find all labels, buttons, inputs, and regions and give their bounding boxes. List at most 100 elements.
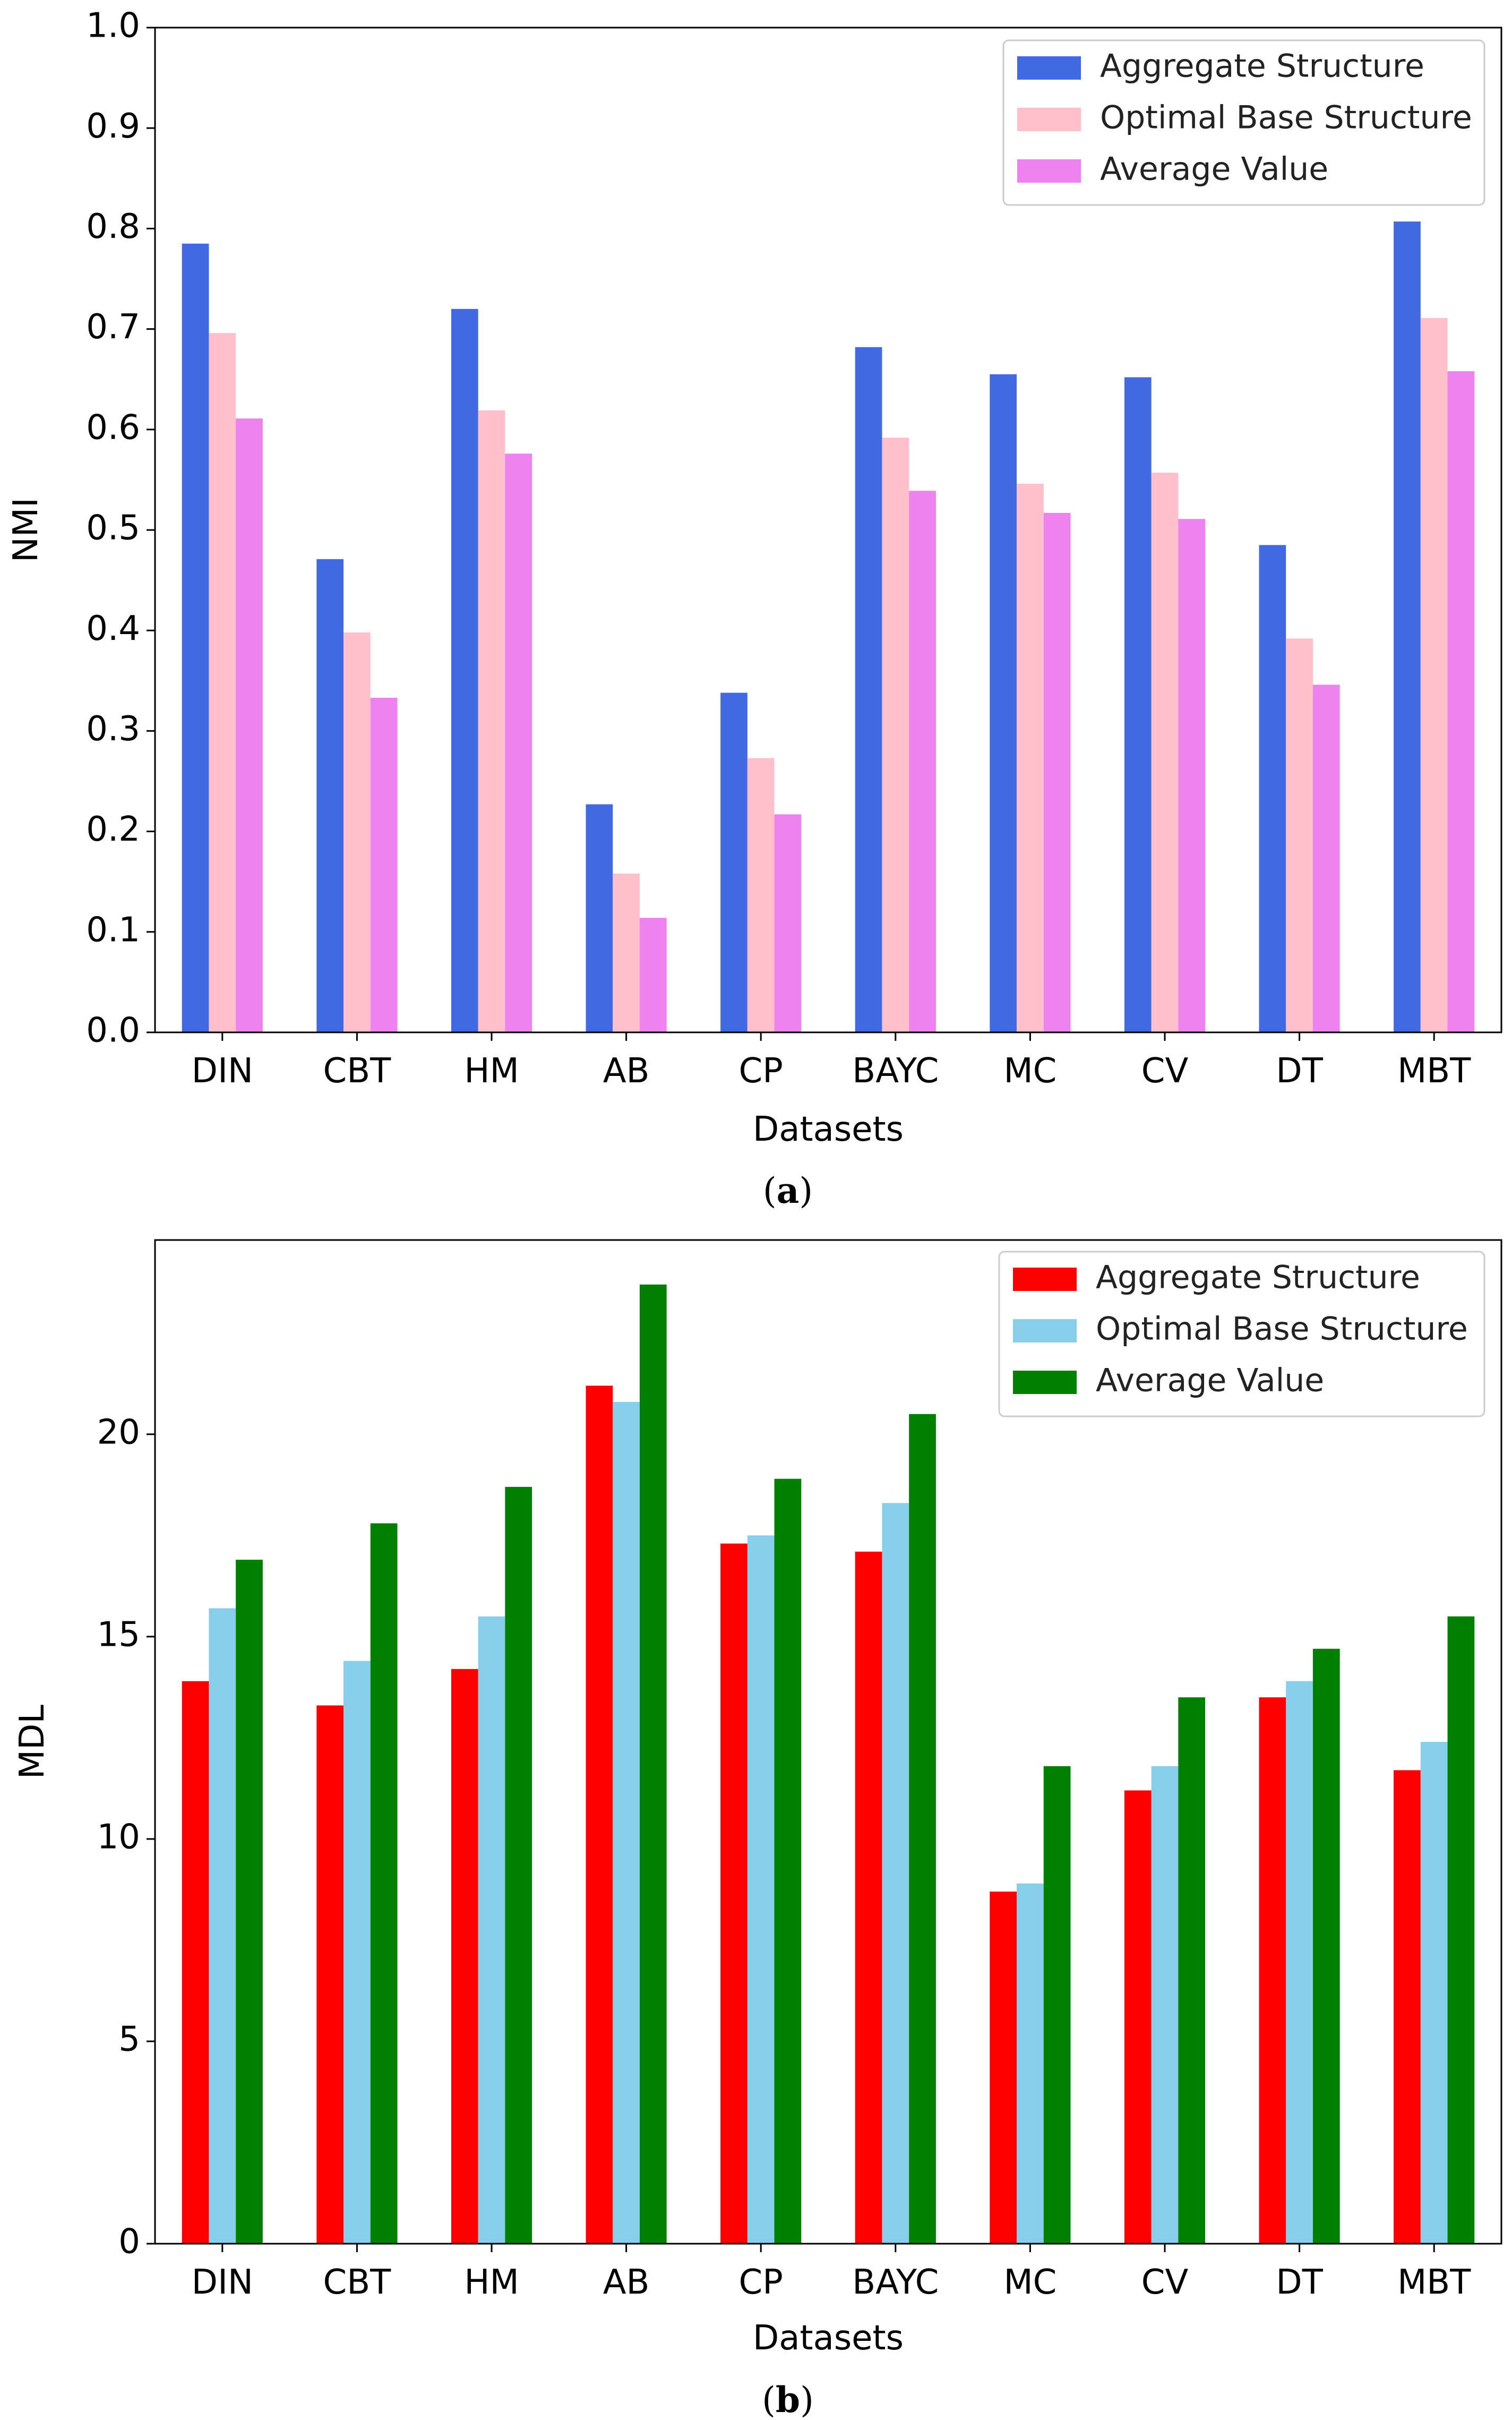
bar-b-dt-s3: [1312, 1648, 1340, 2244]
x-tick-label-a-cp: CP: [739, 1051, 783, 1091]
bar-a-hm-s3: [505, 454, 532, 1033]
x-tick-label-a-bayc: BAYC: [852, 1051, 939, 1091]
y-tick-label-a: 0.5: [86, 509, 140, 548]
bar-a-bayc-s1: [855, 347, 882, 1033]
caption-open-paren: (: [763, 1170, 777, 1211]
x-axis-label-a: Datasets: [753, 1110, 904, 1149]
bar-a-dt-s2: [1286, 638, 1313, 1032]
x-tick-label-a-ab: AB: [603, 1051, 650, 1091]
bar-b-cv-s3: [1178, 1697, 1206, 2244]
x-tick-label-b-hm: HM: [464, 2263, 519, 2302]
legend-swatch-a-s1: [1017, 56, 1081, 80]
x-tick-label-a-mbt: MBT: [1397, 1051, 1471, 1091]
bar-a-mbt-s3: [1447, 371, 1475, 1032]
bar-b-hm-s3: [505, 1486, 532, 2244]
bar-a-cp-s2: [747, 758, 775, 1032]
bar-a-mc-s2: [1017, 483, 1044, 1032]
bar-a-cv-s2: [1151, 473, 1179, 1033]
legend-swatch-a-s2: [1017, 108, 1081, 131]
y-tick-label-a: 0.6: [86, 408, 140, 447]
bar-b-cp-s2: [747, 1535, 775, 2244]
y-tick-label-b: 0: [118, 2222, 140, 2262]
y-tick-label-a: 0.0: [86, 1011, 140, 1050]
x-tick-label-b-bayc: BAYC: [852, 2263, 939, 2302]
y-tick-label-b: 20: [97, 1413, 140, 1452]
bar-a-cp-s1: [720, 692, 748, 1032]
bar-b-cbt-s1: [316, 1705, 344, 2244]
legend-box-b: [998, 1251, 1485, 1417]
x-tick-label-a-dt: DT: [1276, 1051, 1323, 1091]
plot-frame-b: [154, 1239, 1502, 2245]
x-tick-label-a-cv: CV: [1141, 1051, 1189, 1091]
y-tick-label-b: 15: [97, 1615, 140, 1654]
y-tick-label-a: 0.4: [86, 609, 140, 648]
legend-label-a-s1: Aggregate Structure: [1100, 48, 1424, 85]
x-tick-label-a-din: DIN: [192, 1051, 253, 1091]
bar-b-bayc-s3: [909, 1414, 936, 2244]
y-tick-label-a: 0.2: [86, 810, 140, 849]
bar-b-din-s1: [182, 1681, 209, 2244]
y-tick-label-a: 0.1: [86, 910, 140, 950]
bar-a-bayc-s3: [909, 491, 936, 1032]
y-axis-label-b: MDL: [13, 1705, 52, 1780]
bar-a-cbt-s2: [343, 632, 371, 1032]
y-tick-label-a: 1.0: [86, 6, 140, 46]
caption-a: (a): [763, 1170, 813, 1211]
bar-a-hm-s2: [478, 410, 505, 1032]
legend-swatch-a-s3: [1017, 159, 1081, 183]
x-tick-label-b-mc: MC: [1003, 2263, 1056, 2302]
legend-label-b-s2: Optimal Base Structure: [1096, 1311, 1468, 1348]
x-tick-label-b-dt: DT: [1276, 2263, 1323, 2302]
bar-b-din-s2: [209, 1608, 236, 2244]
x-tick-label-b-ab: AB: [603, 2263, 650, 2302]
x-tick-label-b-cbt: CBT: [323, 2263, 392, 2302]
x-tick-label-b-din: DIN: [192, 2263, 253, 2302]
x-axis-label-b: Datasets: [753, 2319, 904, 2358]
y-tick-label-a: 0.9: [86, 107, 140, 146]
legend-box-a: [1002, 39, 1485, 206]
x-tick-label-a-hm: HM: [464, 1051, 519, 1091]
bar-b-ab-s2: [613, 1401, 640, 2244]
bar-a-dt-s3: [1312, 685, 1340, 1032]
bar-a-mc-s1: [990, 374, 1017, 1032]
caption-letter: a: [777, 1170, 800, 1211]
legend-a: Aggregate Structure Optimal Base Structur…: [1002, 39, 1485, 206]
bar-a-dt-s1: [1259, 545, 1286, 1032]
bar-a-bayc-s2: [882, 437, 909, 1033]
bar-a-cv-s3: [1178, 519, 1206, 1032]
bar-b-mbt-s3: [1447, 1616, 1475, 2244]
bar-a-cbt-s3: [370, 697, 398, 1032]
bar-a-mc-s3: [1043, 512, 1071, 1032]
bar-a-din-s3: [236, 418, 263, 1032]
bar-b-mc-s2: [1017, 1883, 1044, 2244]
bar-b-mbt-s1: [1394, 1770, 1421, 2244]
bar-b-mc-s3: [1043, 1766, 1071, 2244]
bar-a-din-s2: [209, 333, 236, 1033]
chart-b-mdl: 0 5 10 15 20 DIN CBT HM AB CP BAYC MC CV DT MBT Dataset…: [13, 1239, 1502, 2420]
legend-swatch-b-s3: [1013, 1371, 1077, 1394]
bar-a-mbt-s1: [1394, 221, 1421, 1032]
x-tick-label-a-mc: MC: [1003, 1051, 1056, 1091]
bar-b-hm-s2: [478, 1616, 505, 2244]
legend-label-b-s3: Average Value: [1096, 1362, 1324, 1399]
caption-close-paren: ): [800, 2380, 814, 2420]
bar-b-din-s3: [236, 1560, 263, 2244]
caption-open-paren: (: [762, 2380, 776, 2420]
bar-b-dt-s1: [1259, 1697, 1286, 2244]
bar-b-cp-s3: [774, 1478, 802, 2244]
bar-b-cbt-s3: [370, 1523, 398, 2244]
legend-b: Aggregate Structure Optimal Base Structur…: [998, 1251, 1485, 1417]
legend-label-a-s2: Optimal Base Structure: [1100, 99, 1472, 136]
bar-a-hm-s1: [451, 309, 478, 1032]
x-tick-label-b-cp: CP: [739, 2263, 783, 2302]
bar-a-ab-s1: [586, 804, 613, 1032]
y-tick-label-b: 5: [118, 2020, 140, 2059]
bar-b-ab-s3: [639, 1284, 667, 2244]
legend-swatch-b-s1: [1013, 1268, 1077, 1291]
caption-close-paren: ): [799, 1170, 813, 1211]
legend-label-b-s1: Aggregate Structure: [1096, 1259, 1420, 1296]
bar-a-cv-s1: [1124, 377, 1152, 1033]
y-tick-label-a: 0.7: [86, 307, 140, 347]
bar-b-bayc-s2: [882, 1503, 909, 2244]
